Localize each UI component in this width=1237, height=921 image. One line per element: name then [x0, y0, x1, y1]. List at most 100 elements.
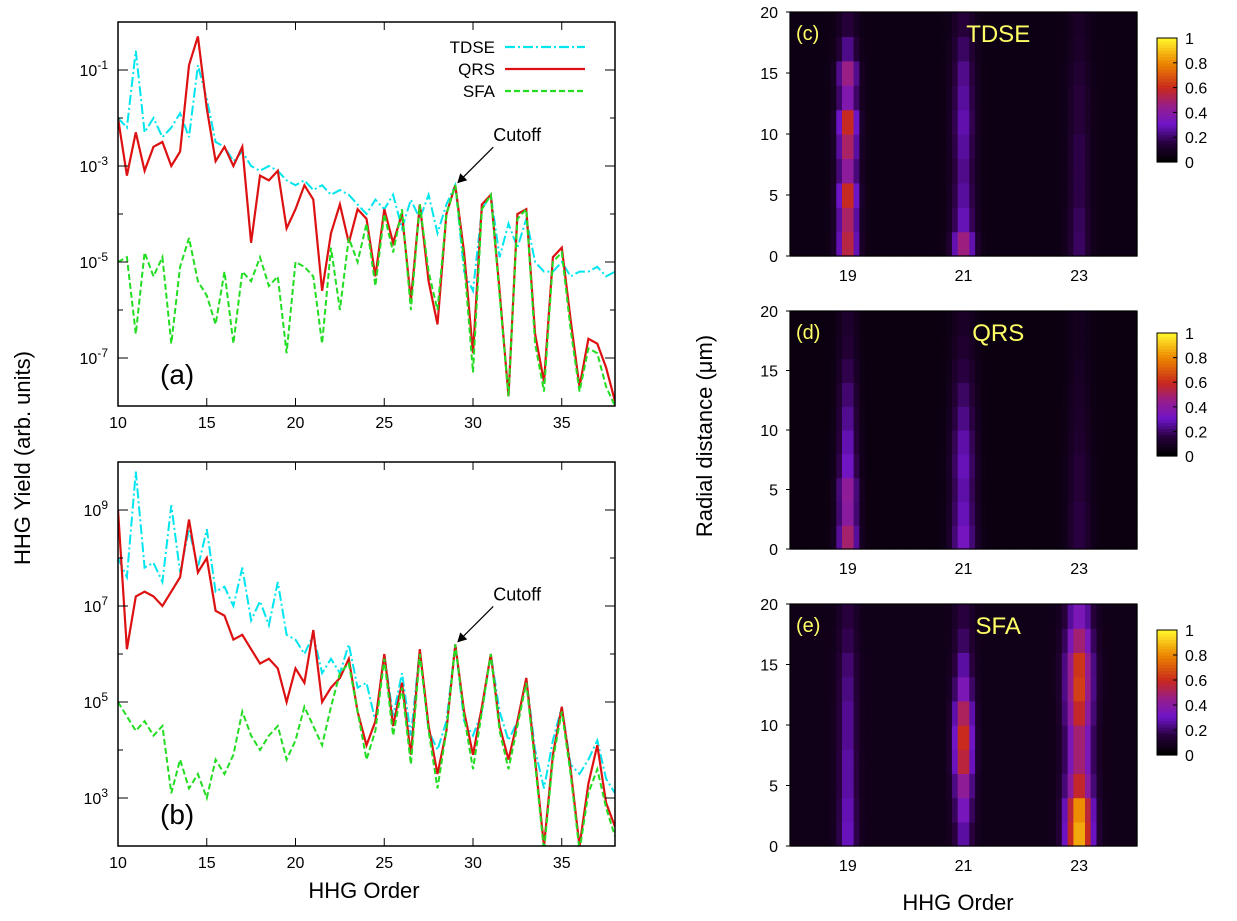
- heatmap-cell: [1009, 346, 1017, 360]
- heatmap-cell: [801, 73, 808, 86]
- heatmap-cell: [1009, 737, 1017, 750]
- heatmap-cell: [899, 182, 907, 196]
- y-tick-label: 0: [769, 839, 778, 856]
- heatmap-cell: [1004, 358, 1011, 372]
- heatmap-cell: [1125, 109, 1132, 123]
- heatmap-cell: [1038, 207, 1046, 220]
- heatmap-cell: [946, 809, 953, 823]
- heatmap-cell: [1113, 785, 1121, 799]
- heatmap-cell: [865, 688, 872, 702]
- heatmap-cell: [998, 737, 1005, 750]
- heatmap-cell: [911, 761, 918, 774]
- heatmap-cell: [847, 382, 855, 395]
- heatmap-cell: [882, 36, 889, 50]
- heatmap-cell: [1131, 441, 1138, 455]
- heatmap-cell: [1027, 12, 1034, 25]
- colorbar-cell: [1157, 56, 1177, 61]
- heatmap-cell: [807, 97, 814, 111]
- heatmap-cell: [1032, 441, 1040, 455]
- heatmap-cell: [1061, 773, 1069, 787]
- colorbar-tick-label: 0.2: [1185, 130, 1207, 147]
- heatmap-cell: [1108, 712, 1115, 726]
- colorbar-frame: [1156, 629, 1178, 756]
- heatmap-cell: [795, 12, 803, 25]
- heatmap-cell: [1119, 382, 1127, 395]
- heatmap-cell: [923, 418, 930, 431]
- heatmap-cell: [963, 628, 970, 641]
- heatmap-cell: [847, 406, 855, 419]
- heatmap-cell: [1079, 406, 1086, 419]
- heatmap-cell: [830, 749, 837, 762]
- heatmap-cell: [1090, 85, 1098, 98]
- heatmap-cell: [1067, 664, 1074, 678]
- heatmap-cell: [1119, 195, 1127, 208]
- heatmap-cell: [923, 725, 930, 738]
- heatmap-cell: [882, 616, 889, 629]
- heatmap-cell: [830, 36, 837, 50]
- colorbar-cell: [1157, 720, 1177, 725]
- heatmap-cell: [1096, 712, 1103, 726]
- heatmap-cell: [980, 833, 988, 847]
- heatmap-cell: [801, 134, 808, 147]
- heatmap-cell: [1044, 761, 1051, 774]
- heatmap-cell: [876, 430, 884, 443]
- heatmap-cell: [842, 73, 849, 86]
- y-tick-label: 105: [84, 690, 109, 712]
- heatmap-cell: [934, 146, 941, 159]
- colorbar-cell: [1157, 692, 1177, 697]
- heatmap-cell: [836, 525, 843, 538]
- heatmap-cell: [865, 85, 872, 98]
- heatmap-cell: [1061, 441, 1069, 455]
- heatmap-cell: [917, 700, 924, 714]
- heatmap-cell: [1085, 441, 1092, 455]
- heatmap-cell: [824, 664, 832, 678]
- heatmap-cell: [998, 821, 1005, 835]
- heatmap-cell: [807, 833, 814, 847]
- heatmap-cell: [824, 370, 832, 383]
- heatmap-cell: [946, 821, 953, 835]
- heatmap-cell: [801, 24, 808, 37]
- heatmap-cell: [969, 537, 976, 550]
- colorbar-cell: [1157, 633, 1177, 637]
- heatmap-cell: [1061, 334, 1069, 348]
- heatmap-cell: [917, 652, 924, 666]
- heatmap-cell: [998, 441, 1005, 455]
- heatmap-cell: [934, 785, 941, 799]
- heatmap-cell: [807, 809, 814, 823]
- heatmap-cell: [888, 616, 895, 629]
- heatmap-cell: [1027, 219, 1034, 233]
- heatmap-cell: [859, 537, 866, 550]
- heatmap-cell: [1102, 688, 1109, 702]
- heatmap-cell: [1044, 477, 1051, 491]
- heatmap-cell: [830, 465, 837, 479]
- heatmap-cell: [905, 652, 913, 666]
- heatmap-cell: [1108, 24, 1115, 37]
- heatmap-cell: [1108, 676, 1115, 690]
- heatmap-cell: [1056, 48, 1063, 62]
- heatmap-cell: [1032, 797, 1040, 811]
- heatmap-cell: [1067, 453, 1074, 467]
- heatmap-cell: [894, 231, 901, 245]
- heatmap-cell: [946, 652, 953, 666]
- heatmap-cell: [882, 821, 889, 835]
- heatmap-cell: [957, 785, 965, 799]
- heatmap-cell: [847, 477, 855, 491]
- heatmap-cell: [1021, 311, 1028, 324]
- heatmap-cell: [1102, 537, 1109, 550]
- heatmap-cell: [894, 243, 901, 257]
- heatmap-cell: [998, 370, 1005, 383]
- heatmap-cell: [836, 358, 843, 372]
- heatmap-cell: [934, 688, 941, 702]
- heatmap-cell: [1032, 158, 1040, 172]
- heatmap-cell: [847, 73, 855, 86]
- heatmap-cell: [801, 749, 808, 762]
- heatmap-cell: [1038, 441, 1046, 455]
- heatmap-cell: [1021, 394, 1028, 407]
- heatmap-cell: [1131, 513, 1138, 526]
- heatmap-cell: [882, 73, 889, 86]
- heatmap-cell: [1009, 182, 1017, 196]
- heatmap-cell: [1009, 700, 1017, 714]
- heatmap-cell: [1032, 334, 1040, 348]
- heatmap-cell: [813, 170, 820, 184]
- colorbar-cell: [1157, 630, 1177, 634]
